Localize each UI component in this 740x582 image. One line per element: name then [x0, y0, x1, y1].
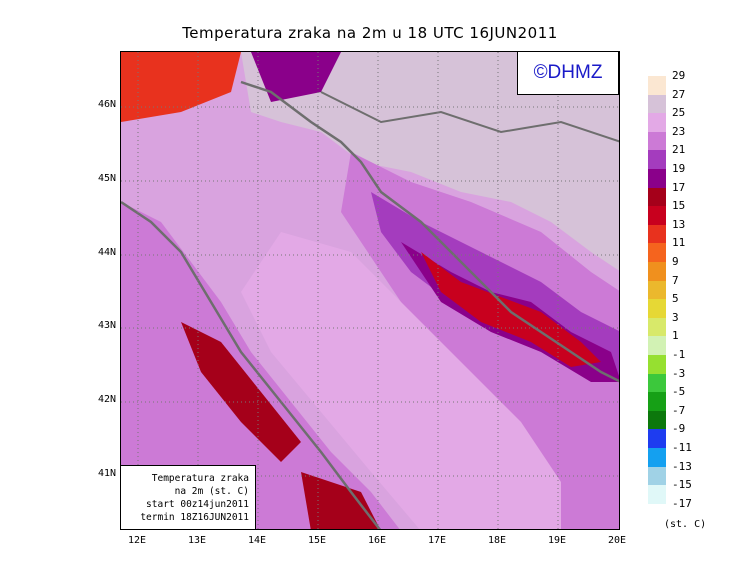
- legend-label: 17: [672, 180, 686, 194]
- legend-label: 13: [672, 217, 686, 231]
- legend-swatch: [648, 410, 666, 430]
- legend-swatch: [648, 355, 666, 374]
- lat-label: 44N: [97, 247, 116, 258]
- legend-label: -17: [672, 496, 692, 510]
- legend-swatch: [648, 448, 666, 467]
- legend-swatch: [648, 131, 666, 151]
- legend-swatch: [648, 262, 666, 281]
- legend-label: 7: [672, 273, 679, 287]
- info-line-3: start 00z14jun2011: [146, 499, 249, 510]
- legend-label: 19: [672, 162, 686, 175]
- legend-swatch: [648, 113, 666, 132]
- legend-swatch: [648, 243, 666, 262]
- legend-label: -11: [672, 441, 692, 454]
- legend-label: -9: [672, 422, 686, 436]
- legend-label: 25: [672, 106, 686, 120]
- info-box: Temperatura zraka na 2m (st. C) start 00…: [120, 465, 256, 530]
- lat-label: 46N: [97, 99, 116, 110]
- lon-label: 17E: [427, 535, 447, 546]
- legend-swatch: [648, 76, 666, 95]
- east-coastline: [240, 80, 619, 383]
- legend-label: -5: [672, 385, 686, 399]
- legend-label: 3: [672, 310, 679, 324]
- legend-swatch: [648, 299, 666, 318]
- legend-swatch: [648, 224, 666, 244]
- legend-label: 5: [672, 292, 679, 306]
- dinaric-core: [421, 252, 601, 367]
- legend-swatch: [648, 392, 666, 411]
- legend-swatch: [648, 317, 666, 337]
- lon-label: 12E: [127, 535, 147, 546]
- lat-label: 42N: [97, 394, 116, 405]
- lon-label: 13E: [187, 535, 207, 546]
- legend-swatch: [648, 94, 666, 114]
- italy-hot-band: [181, 322, 301, 462]
- legend-swatch: [648, 336, 666, 355]
- lat-label: 43N: [97, 320, 116, 331]
- info-line-1: Temperatura zraka: [151, 473, 249, 484]
- legend-label: -13: [672, 459, 692, 473]
- info-line-2: na 2m (st. C): [174, 486, 249, 497]
- legend-label: 9: [672, 255, 679, 268]
- legend-swatch: [648, 429, 666, 448]
- legend-label: -1: [672, 348, 686, 361]
- legend-label: 15: [672, 199, 686, 213]
- legend-label: 27: [672, 87, 686, 101]
- legend-swatch: [648, 373, 666, 393]
- border-line: [320, 91, 619, 143]
- legend-swatch: [648, 150, 666, 169]
- lon-label: 14E: [247, 535, 267, 546]
- northern-land: [241, 52, 619, 271]
- legend-label: -3: [672, 366, 686, 380]
- adriatic-field: [241, 232, 561, 529]
- dhmz-logo: ©DHMZ: [517, 51, 619, 95]
- map-title: Temperatura zraka na 2m u 18 UTC 16JUN20…: [182, 24, 558, 42]
- temperature-map: [120, 51, 620, 530]
- info-line-4: termin 18Z16JUN2011: [140, 512, 249, 523]
- lon-label: 20E: [607, 535, 627, 546]
- west-land: [121, 202, 400, 529]
- map-canvas: [121, 52, 619, 529]
- legend-swatch: [648, 187, 666, 207]
- legend-swatch: [648, 280, 666, 300]
- legend-unit: (st. C): [664, 519, 707, 530]
- lat-label: 41N: [97, 468, 116, 479]
- legend-label: 11: [672, 236, 686, 250]
- lon-label: 15E: [307, 535, 327, 546]
- lon-label: 16E: [367, 535, 387, 546]
- lon-label: 19E: [547, 535, 567, 546]
- legend-swatch: [648, 466, 666, 486]
- legend-label: 29: [672, 69, 686, 82]
- legend-swatch: [648, 485, 666, 504]
- legend-label: 21: [672, 143, 686, 157]
- legend-swatch: [648, 206, 666, 225]
- nw-hot-patch: [121, 52, 241, 122]
- legend-label: -7: [672, 403, 686, 417]
- graticule: [121, 52, 619, 529]
- legend-label: 1: [672, 329, 679, 343]
- lon-label: 18E: [487, 535, 507, 546]
- legend-swatch: [648, 169, 666, 188]
- legend-label: 23: [672, 124, 686, 138]
- lat-label: 45N: [97, 173, 116, 184]
- south-hot-patch: [301, 472, 380, 529]
- legend-label: -15: [672, 478, 692, 492]
- west-coastline: [121, 200, 382, 529]
